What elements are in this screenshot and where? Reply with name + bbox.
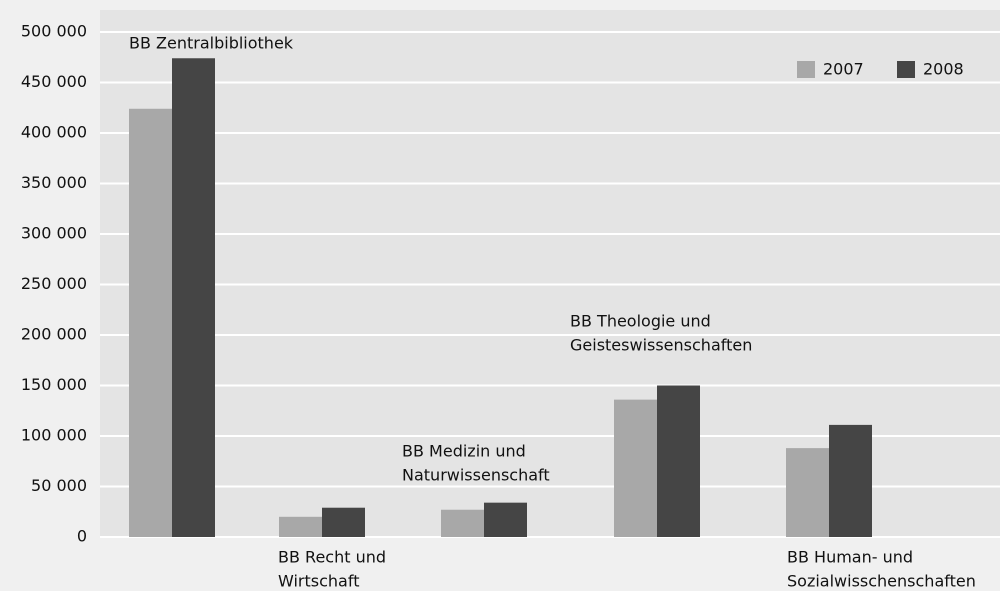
category-label: BB Recht und [278, 548, 386, 567]
bar [829, 424, 872, 537]
y-tick-label: 400 000 [21, 123, 87, 142]
y-tick-label: 250 000 [21, 274, 87, 293]
bar [129, 108, 172, 537]
y-tick-label: 350 000 [21, 173, 87, 192]
bar [786, 448, 829, 537]
category-label: Naturwissenschaft [402, 466, 550, 485]
category-label: BB Theologie und [570, 312, 711, 331]
bar [172, 58, 215, 537]
bar [322, 507, 365, 537]
legend-swatch [797, 61, 815, 78]
y-tick-label: 150 000 [21, 375, 87, 394]
y-tick-label: 0 [77, 527, 87, 546]
bar [441, 509, 484, 537]
category-label: Wirtschaft [278, 572, 359, 591]
category-label: BB Zentralbibliothek [129, 34, 294, 53]
y-tick-label: 300 000 [21, 224, 87, 243]
y-tick-label: 50 000 [31, 476, 87, 495]
legend-swatch [897, 61, 915, 78]
y-tick-label: 500 000 [21, 22, 87, 41]
bar [614, 399, 657, 537]
bar [484, 502, 527, 537]
category-label: BB Human- und [787, 548, 913, 567]
category-label: Sozialwisschenschaften [787, 572, 976, 591]
legend-label: 2008 [923, 60, 964, 79]
y-tick-label: 100 000 [21, 426, 87, 445]
y-tick-label: 450 000 [21, 72, 87, 91]
legend-label: 2007 [823, 60, 864, 79]
bar [657, 385, 700, 537]
category-label: BB Medizin und [402, 442, 526, 461]
category-label: Geisteswissenschaften [570, 336, 752, 355]
bar [279, 516, 322, 537]
y-tick-label: 200 000 [21, 325, 87, 344]
